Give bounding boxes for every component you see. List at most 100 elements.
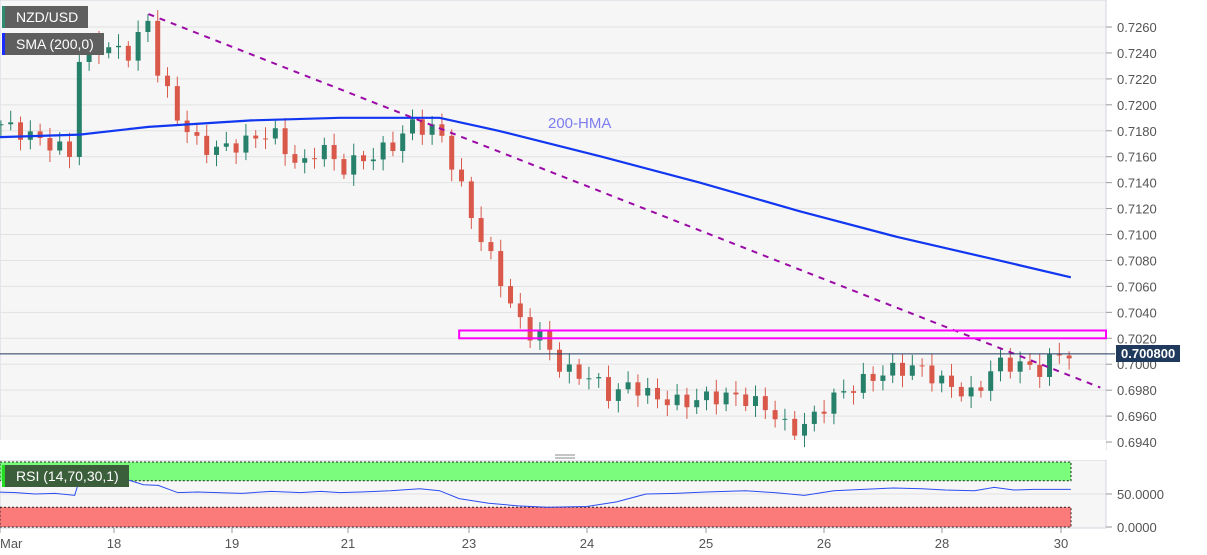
- candle-body: [449, 135, 455, 170]
- candle-body: [0, 124, 4, 126]
- candle-body: [733, 392, 739, 395]
- candle-body: [664, 399, 670, 406]
- candle-body: [214, 146, 220, 155]
- hma-annotation: 200-HMA: [548, 115, 612, 132]
- candle-body: [547, 331, 553, 350]
- candle-body: [949, 375, 955, 387]
- candle-body: [37, 131, 43, 139]
- candle-body: [135, 32, 141, 61]
- candle-body: [831, 392, 837, 414]
- candle-body: [165, 75, 171, 87]
- candle-body: [596, 377, 602, 379]
- candle-body: [106, 47, 112, 54]
- rsi-legend[interactable]: RSI (14,70,30,1): [2, 465, 129, 487]
- candle-body: [76, 61, 82, 157]
- candle-body: [116, 45, 122, 48]
- candle-body: [713, 391, 719, 405]
- candle-body: [292, 154, 298, 163]
- candle-body: [351, 155, 357, 175]
- candle-body: [978, 387, 984, 391]
- candle-body: [459, 169, 465, 182]
- candle-body: [674, 394, 680, 406]
- y-tick-label: 0.7260: [1117, 20, 1157, 35]
- rsi-color-bar: [2, 465, 5, 487]
- candle-body: [704, 391, 710, 401]
- downtrend-line[interactable]: [148, 13, 1101, 389]
- y-tick-label: 0.7160: [1117, 150, 1157, 165]
- candle-body: [782, 418, 788, 420]
- overbought-zone: [0, 461, 1072, 482]
- candle-body: [929, 365, 935, 384]
- candle-body: [67, 141, 73, 157]
- candle-body: [527, 317, 533, 341]
- resistance-zone[interactable]: [458, 329, 1107, 340]
- y-tick-label: 0.7080: [1117, 253, 1157, 268]
- candle-body: [341, 159, 347, 175]
- candle-body: [263, 138, 269, 140]
- candle-body: [537, 331, 543, 341]
- candle-body: [694, 400, 700, 408]
- y-tick-label: 0.7220: [1117, 72, 1157, 87]
- candle-body: [1047, 354, 1053, 377]
- candle-body: [1056, 354, 1062, 356]
- candle-body: [370, 159, 376, 162]
- candle-body: [478, 218, 484, 243]
- sma-legend[interactable]: SMA (200,0): [2, 33, 104, 55]
- candle-body: [508, 286, 514, 304]
- rsi-y-tick-label: 50.0000: [1117, 487, 1164, 502]
- candle-body: [860, 373, 866, 393]
- candle-body: [302, 158, 308, 163]
- candle-body: [1007, 357, 1013, 372]
- candle-body: [586, 378, 592, 380]
- candle-body: [331, 145, 337, 160]
- y-tick-label: 0.7180: [1117, 124, 1157, 139]
- candle-body: [958, 386, 964, 397]
- candle-body: [625, 382, 631, 390]
- candle-body: [253, 135, 259, 139]
- y-tick-label: 0.7140: [1117, 176, 1157, 191]
- symbol-color-bar: [2, 6, 5, 28]
- candle-body: [145, 20, 151, 33]
- y-tick-label: 0.6940: [1117, 435, 1157, 450]
- candle-body: [655, 387, 661, 400]
- rsi-y-tick-label: 0.0000: [1117, 520, 1157, 535]
- candle-body: [762, 396, 768, 411]
- hma-200-line: [0, 116, 1072, 279]
- candle-body: [1027, 361, 1033, 365]
- sma-color-bar: [2, 33, 5, 55]
- symbol-legend[interactable]: NZD/USD: [2, 6, 89, 28]
- candle-body: [204, 135, 210, 155]
- rsi-label: RSI (14,70,30,1): [16, 468, 119, 484]
- candle-body: [184, 120, 190, 133]
- y-tick-label: 0.7060: [1117, 279, 1157, 294]
- y-tick-label: 0.7020: [1117, 331, 1157, 346]
- candle-body: [223, 143, 229, 147]
- candle-body: [645, 387, 651, 396]
- candle-body: [1017, 361, 1023, 372]
- candle-body: [517, 303, 523, 318]
- candle-body: [390, 142, 396, 152]
- candle-body: [968, 387, 974, 397]
- price-axis[interactable]: [1107, 0, 1207, 555]
- y-tick-label: 0.6960: [1117, 409, 1157, 424]
- candle-body: [802, 423, 808, 436]
- candle-body: [498, 251, 504, 287]
- x-tick-label: 18: [107, 536, 121, 551]
- candle-body: [811, 411, 817, 424]
- candle-body: [429, 124, 435, 135]
- candle-body: [8, 122, 14, 125]
- y-tick-label: 0.7040: [1117, 305, 1157, 320]
- candle-body: [880, 375, 886, 381]
- candle-body: [321, 145, 327, 160]
- candle-body: [419, 119, 425, 135]
- candle-body: [380, 142, 386, 160]
- candle-body: [155, 20, 161, 76]
- candle-body: [998, 357, 1004, 372]
- candle-body: [488, 242, 494, 252]
- y-tick-label: 0.7240: [1117, 46, 1157, 61]
- y-tick-label: 0.7200: [1117, 98, 1157, 113]
- candle-body: [635, 382, 641, 396]
- current-price-label: 0.700800: [1116, 345, 1181, 362]
